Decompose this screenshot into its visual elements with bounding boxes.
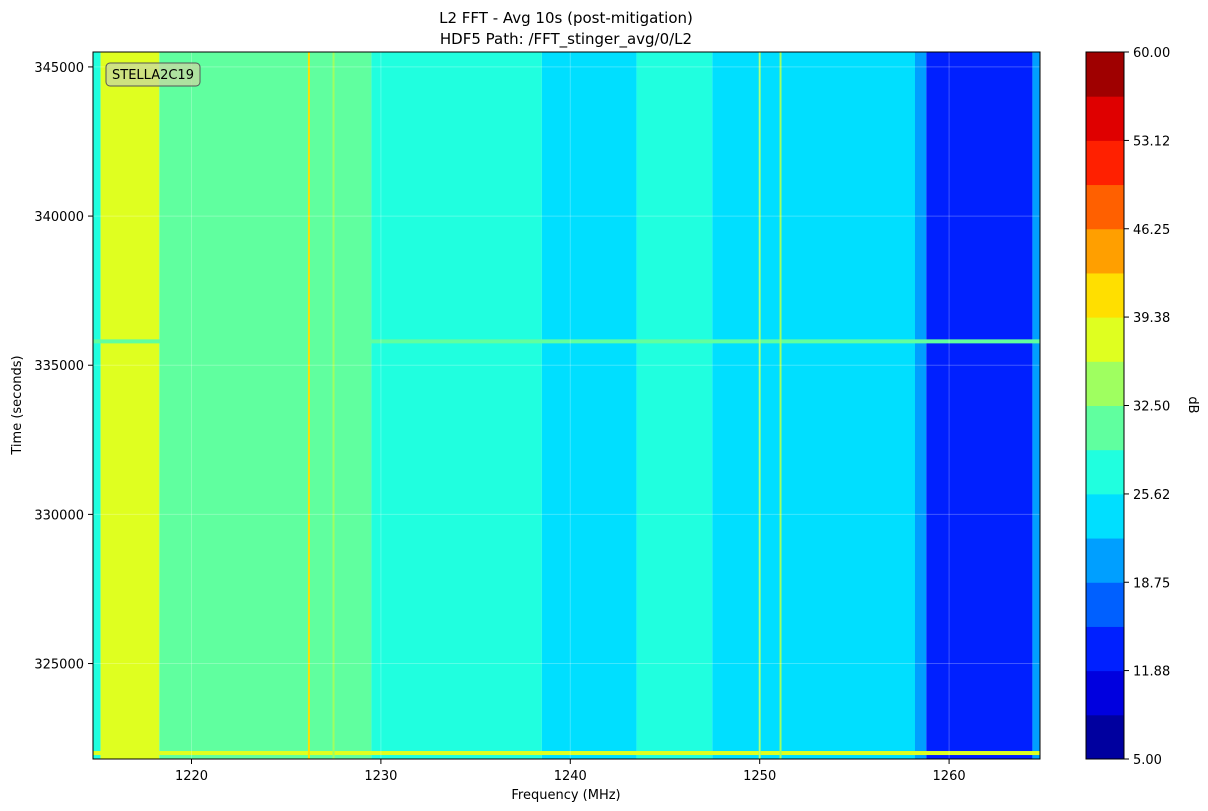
colorbar-tick-label: 46.25 [1133, 223, 1170, 238]
narrowband-line-0 [307, 52, 310, 759]
time-event-0 [93, 339, 1040, 344]
colorbar-segment [1086, 670, 1124, 716]
x-axis-label: Frequency (MHz) [511, 788, 620, 803]
x-tick-label: 1260 [933, 769, 966, 784]
band-8 [926, 52, 1033, 759]
y-axis: 325000 330000 335000 340000 345000 [34, 61, 93, 673]
y-tick-label: 340000 [34, 210, 84, 225]
chart-title: L2 FFT - Avg 10s (post-mitigation) [439, 9, 693, 27]
colorbar-tick-label: 60.00 [1133, 46, 1170, 61]
y-tick-label: 335000 [34, 359, 84, 374]
colorbar-segment [1086, 228, 1124, 274]
colorbar-segment [1086, 317, 1124, 362]
x-tick-label: 1250 [743, 769, 776, 784]
colorbar-ticks: 60.00 53.12 46.25 39.38 32.50 25.62 18.75 11.88… [1124, 46, 1170, 768]
colorbar-label: dB [1185, 396, 1200, 413]
y-tick-label: 325000 [34, 658, 84, 673]
x-tick-label: 1240 [554, 769, 587, 784]
band-6 [712, 52, 915, 759]
colorbar-segment [1086, 493, 1124, 539]
band-9 [1032, 52, 1040, 759]
colorbar-tick-label: 32.50 [1133, 400, 1170, 415]
colorbar-tick-label: 11.88 [1133, 665, 1170, 680]
band-2 [159, 52, 372, 759]
heatmap-area [93, 52, 1040, 759]
colorbar-segment [1086, 626, 1124, 672]
x-tick-label: 1230 [364, 769, 397, 784]
narrowband-line-1 [332, 52, 335, 759]
colorbar-segment [1086, 582, 1124, 627]
colorbar-segment [1086, 140, 1124, 186]
grid-lines [93, 52, 1040, 759]
colorbar-tick-label: 5.00 [1133, 753, 1162, 768]
colorbar-segment [1086, 714, 1124, 760]
y-tick-label: 345000 [34, 61, 84, 76]
plot-frame [92, 51, 1041, 760]
colorbar [1086, 52, 1124, 760]
colorbar-segment [1086, 449, 1124, 495]
colorbar-segment [1086, 272, 1124, 318]
colorbar-segment [1086, 405, 1124, 451]
band-3 [371, 52, 542, 759]
colorbar-segment [1086, 538, 1124, 583]
narrowband-line-3 [779, 52, 782, 759]
colorbar-tick-label: 39.38 [1133, 311, 1170, 326]
x-tick-label: 1220 [175, 769, 208, 784]
colorbar-frame [1085, 51, 1125, 760]
colorbar-segment [1086, 96, 1124, 141]
band-5 [636, 52, 713, 759]
band-7 [914, 52, 927, 759]
chart-subtitle: HDF5 Path: /FFT_stinger_avg/0/L2 [440, 30, 692, 49]
colorbar-tick-label: 18.75 [1133, 576, 1170, 591]
annotation-label: STELLA2C19 [112, 68, 194, 83]
colorbar-segment [1086, 52, 1124, 97]
annotation-box: STELLA2C19 [105, 62, 201, 87]
colorbar-tick-label: 25.62 [1133, 488, 1170, 503]
y-axis-label: Time (seconds) [10, 355, 25, 455]
band-0 [93, 52, 101, 759]
x-axis: 1220 1230 1240 1250 1260 [175, 759, 966, 784]
y-tick-label: 330000 [34, 508, 84, 523]
band-1 [100, 52, 160, 759]
band-4 [541, 52, 637, 759]
colorbar-segment [1086, 184, 1124, 230]
time-event-1 [93, 751, 1040, 756]
narrowband-line-2 [758, 52, 761, 759]
colorbar-segment [1086, 361, 1124, 406]
colorbar-tick-label: 53.12 [1133, 134, 1170, 149]
